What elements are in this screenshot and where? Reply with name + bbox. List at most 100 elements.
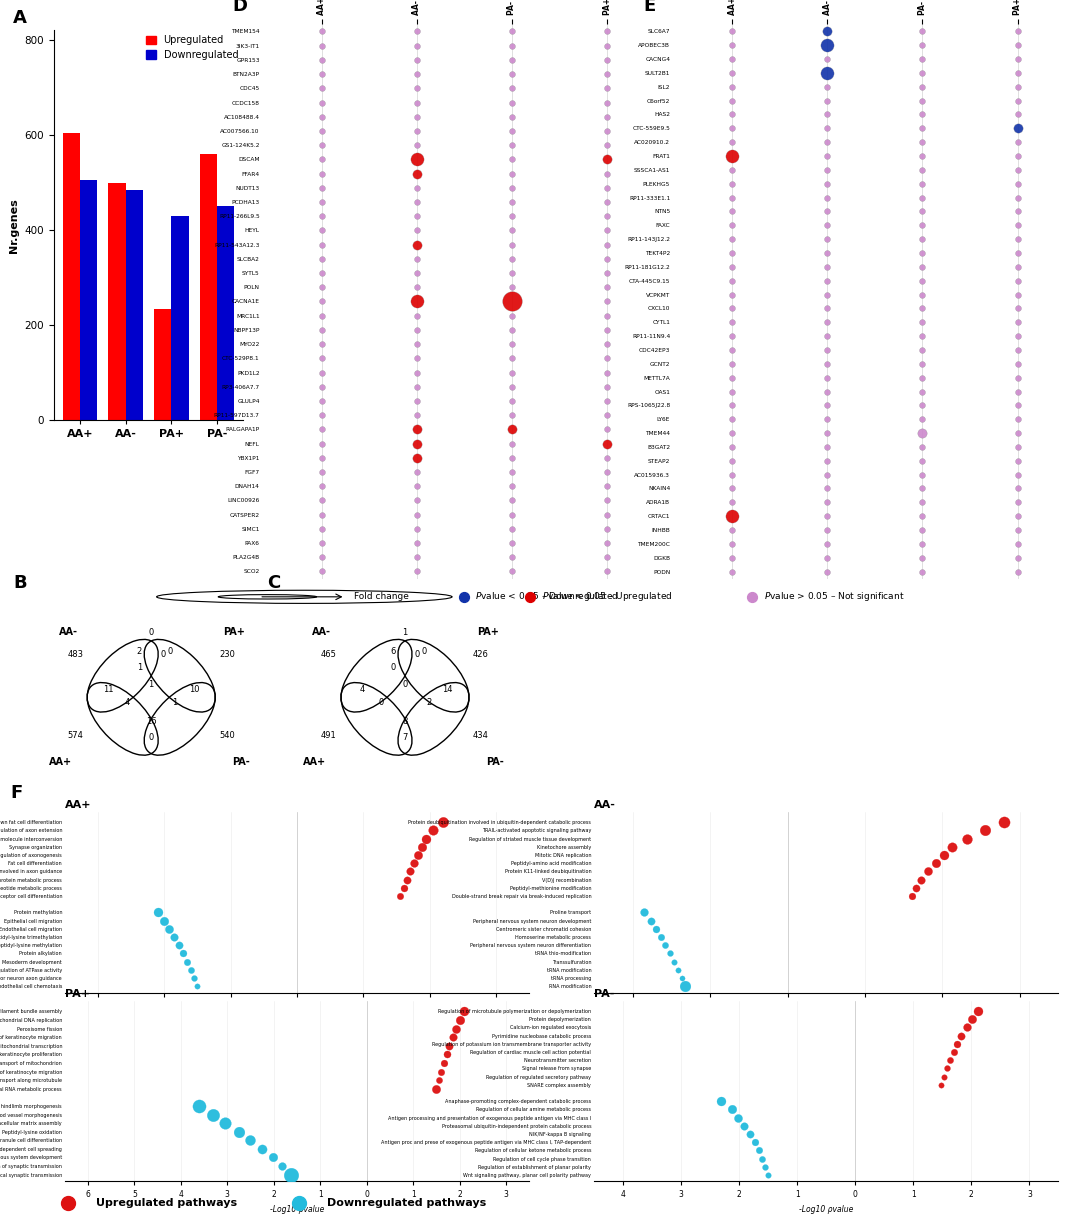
Point [819,270,836,290]
Point [230,1122,247,1141]
Bar [108,183,125,420]
Point [1009,492,1026,512]
Point [724,105,741,124]
Bar [200,153,217,420]
Text: 574: 574 [67,731,83,739]
Point [183,960,200,979]
Point [313,504,330,524]
Point [598,491,616,510]
Point [503,419,521,440]
Point [408,150,426,169]
Point [724,561,741,581]
Point [598,348,616,368]
Point [819,77,836,96]
Point [1009,35,1026,55]
Point [1009,244,1026,263]
Text: 0: 0 [403,680,407,688]
Text: PA-: PA- [594,989,615,999]
Point [819,35,836,55]
Point [1009,160,1026,179]
Point [819,326,836,346]
Point [430,1071,447,1090]
Point [1009,216,1026,235]
Point [819,118,836,138]
Point [408,79,426,99]
Text: 540: 540 [219,731,235,739]
Point [399,870,416,889]
Point [503,561,521,581]
Point [724,535,741,554]
Point [503,50,521,69]
Point [674,968,691,988]
Point [503,320,521,340]
X-axis label: -Log10 ρvalue: -Log10 ρvalue [270,1016,324,1026]
Point [1009,257,1026,276]
Point [408,306,426,325]
Point [503,406,521,425]
Point [914,340,931,359]
Point [503,192,521,212]
Point [503,220,521,240]
Point [819,133,836,152]
Point [914,313,931,333]
Point [935,1067,953,1086]
Point [945,1043,962,1062]
Point [313,335,330,354]
Point [1009,202,1026,222]
Point [932,1075,949,1095]
Point [598,504,616,524]
Point [712,1091,729,1111]
Text: AA+: AA+ [303,756,326,766]
Point [670,960,687,979]
Point [819,188,836,207]
Text: D: D [232,0,247,15]
Point [447,1019,464,1039]
Point [408,107,426,127]
Point [661,944,678,963]
Point [408,278,426,297]
Point [408,235,426,255]
Point [313,22,330,41]
Point [724,520,741,540]
Point [819,202,836,222]
Point [598,320,616,340]
Text: Downregulated pathways: Downregulated pathways [327,1197,486,1208]
Point [418,829,435,849]
Text: AA+: AA+ [50,756,72,766]
Point [819,381,836,401]
Point [503,263,521,283]
Point [313,235,330,255]
Point [313,533,330,553]
X-axis label: -Log10 ρvalue: -Log10 ρvalue [799,1205,853,1214]
Point [914,257,931,276]
Point [976,821,994,840]
Point [171,935,188,955]
Point [1009,520,1026,540]
Point [598,178,616,197]
Point [503,306,521,325]
Point [1009,396,1026,415]
Point [313,37,330,56]
Point [724,492,741,512]
Point [392,887,409,906]
Text: PA+: PA+ [224,627,245,637]
Point [313,434,330,453]
Point [724,188,741,207]
Point [160,920,177,939]
Point [724,340,741,359]
Text: E: E [643,0,656,15]
Point [598,135,616,155]
Point [724,35,741,55]
Text: PA+: PA+ [477,627,499,637]
Point [636,903,653,922]
Point [914,479,931,498]
Point [408,50,426,69]
Point [408,363,426,382]
Text: 1: 1 [403,628,407,637]
Point [503,335,521,354]
Point [313,406,330,425]
Point [914,22,931,41]
Point [1009,354,1026,374]
Point [503,519,521,538]
Text: 483: 483 [67,650,83,659]
